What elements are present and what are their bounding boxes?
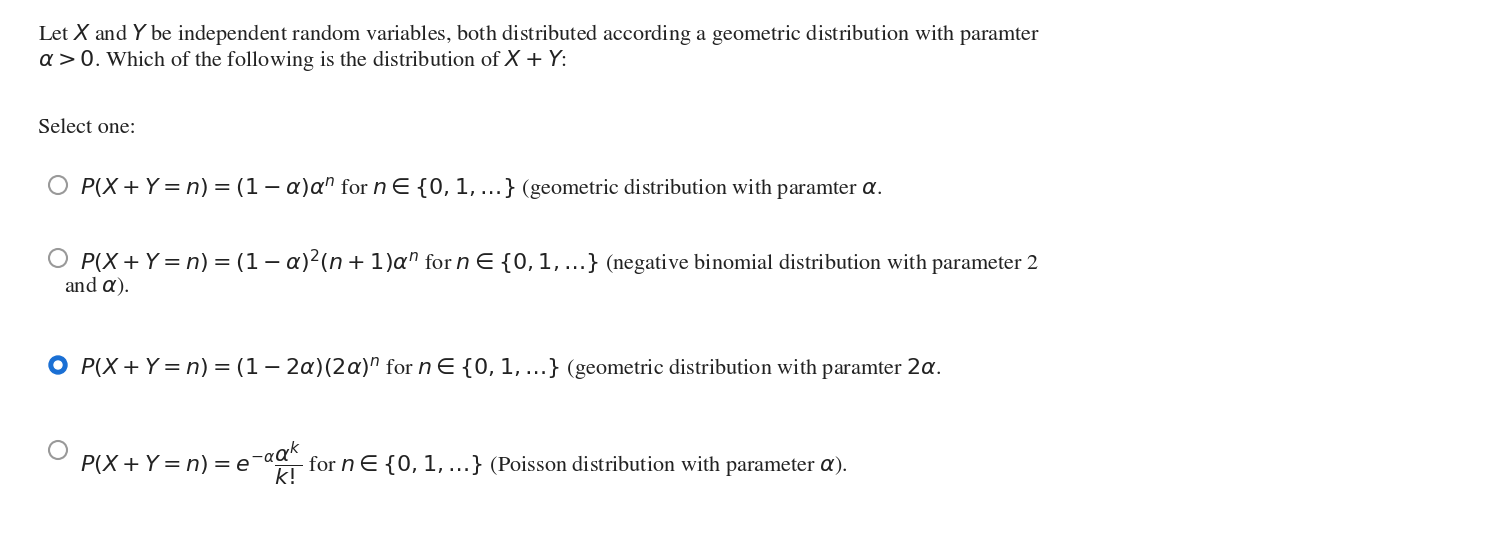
Circle shape bbox=[49, 356, 67, 374]
Text: $P(X+Y=n) = (1-\alpha)^2(n+1)\alpha^n$ for $n \in \{0,1,\ldots\}$ (negative bino: $P(X+Y=n) = (1-\alpha)^2(n+1)\alpha^n$ f… bbox=[81, 248, 1039, 278]
Text: $P(X+Y=n) = (1-\alpha)\alpha^n$ for $n \in \{0,1,\ldots\}$ (geometric distributi: $P(X+Y=n) = (1-\alpha)\alpha^n$ for $n \… bbox=[81, 175, 882, 202]
Circle shape bbox=[49, 176, 67, 194]
Text: Select one:: Select one: bbox=[37, 118, 136, 138]
Text: $P(X+Y=n) = e^{-\alpha}\dfrac{\alpha^k}{k!}$ for $n \in \{0,1,\ldots\}$ (Poisson: $P(X+Y=n) = e^{-\alpha}\dfrac{\alpha^k}{… bbox=[81, 440, 848, 488]
Circle shape bbox=[49, 441, 67, 459]
Text: Let $X$ and $Y$ be independent random variables, both distributed according a ge: Let $X$ and $Y$ be independent random va… bbox=[37, 22, 1041, 47]
Text: $\alpha > 0$. Which of the following is the distribution of $X + Y$:: $\alpha > 0$. Which of the following is … bbox=[37, 48, 567, 73]
Circle shape bbox=[49, 249, 67, 267]
Text: and $\alpha$).: and $\alpha$). bbox=[64, 274, 130, 298]
Circle shape bbox=[54, 361, 63, 369]
Text: $P(X+Y=n) = (1-2\alpha)(2\alpha)^n$ for $n \in \{0,1,\ldots\}$ (geometric distri: $P(X+Y=n) = (1-2\alpha)(2\alpha)^n$ for … bbox=[81, 355, 942, 382]
